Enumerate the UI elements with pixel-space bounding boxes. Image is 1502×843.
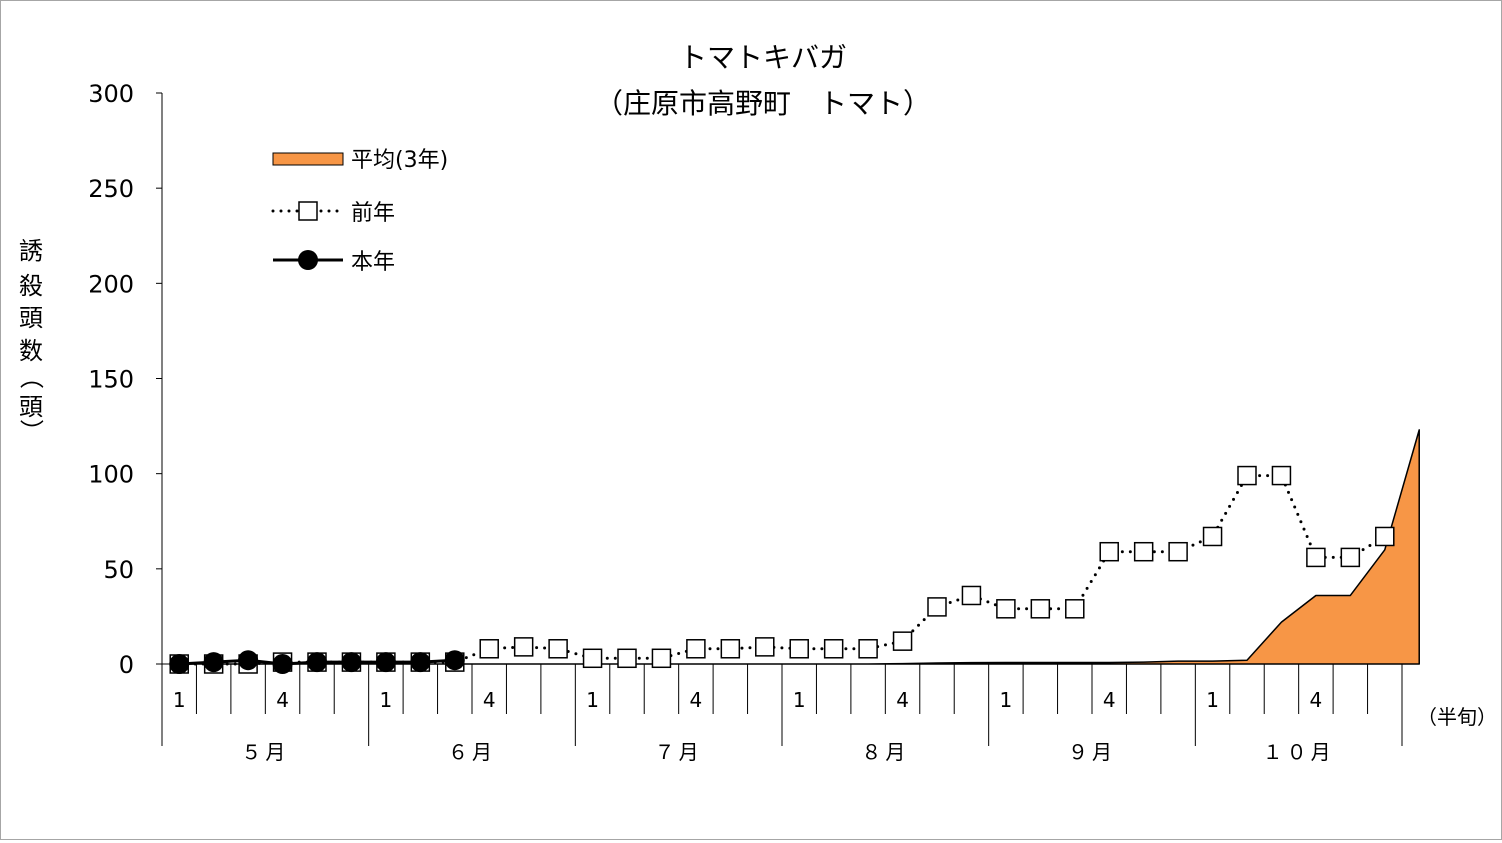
previous-year-point — [651, 648, 672, 669]
previous-year-point — [1168, 541, 1188, 562]
previous-year-point — [927, 597, 947, 617]
pentad-label: 1 — [586, 688, 599, 712]
y-axis-label-char: 頭 — [19, 304, 43, 332]
pentad-label: 4 — [690, 688, 703, 712]
series-average-area — [178, 429, 1420, 665]
previous-year-point — [858, 639, 878, 659]
chart-title-group: トマトキバガ （庄原市高野町 トマト） — [595, 41, 931, 120]
pentad-label: 1 — [1000, 688, 1013, 712]
current-year-point — [203, 652, 224, 673]
month-label: ５月 — [241, 740, 289, 764]
pentad-label: 1 — [173, 688, 186, 712]
previous-year-point — [1237, 465, 1257, 486]
previous-year-point — [617, 648, 637, 669]
previous-year-point — [1271, 465, 1292, 486]
y-axis-label-char: 誘 — [19, 237, 43, 265]
y-tick-label: 150 — [88, 366, 134, 394]
chart-subtitle: （庄原市高野町 トマト） — [595, 87, 931, 120]
y-axis-label-char: 数 — [19, 337, 43, 365]
legend-label: 前年 — [351, 201, 395, 226]
pentad-label: 4 — [276, 688, 289, 712]
current-year-point — [307, 652, 327, 673]
month-label: １０月 — [1263, 740, 1335, 764]
legend-label: 本年 — [351, 250, 395, 275]
y-axis-label-char: 頭 — [19, 393, 43, 421]
previous-year-point — [1133, 541, 1154, 562]
pentad-label: 4 — [1310, 688, 1323, 712]
previous-year-point — [720, 639, 741, 659]
previous-year-point — [789, 639, 809, 659]
previous-year-point — [892, 631, 913, 651]
y-axis-label-char: ） — [17, 419, 45, 443]
previous-year-point — [479, 639, 499, 659]
x-unit-label: （半旬） — [1417, 705, 1497, 729]
previous-year-point — [548, 639, 568, 659]
y-tick-label: 50 — [103, 556, 134, 584]
month-label: ９月 — [1068, 740, 1116, 764]
month-label: ８月 — [861, 740, 909, 764]
chart-title: トマトキバガ — [679, 41, 847, 74]
pentad-label: 4 — [896, 688, 909, 712]
series-previous-year-line — [177, 474, 1387, 666]
current-year-point — [238, 650, 259, 671]
y-tick-label: 250 — [88, 175, 134, 203]
month-label: ６月 — [448, 740, 496, 764]
month-label: ７月 — [655, 740, 703, 764]
previous-year-point — [513, 637, 534, 657]
legend-previous-year-marker — [298, 201, 318, 221]
pentad-label: 4 — [1103, 688, 1116, 712]
previous-year-point — [1340, 547, 1361, 568]
legend-average-swatch — [272, 152, 344, 166]
pentad-label: 4 — [483, 688, 496, 712]
plot-area — [169, 429, 1420, 674]
previous-year-point — [961, 585, 982, 606]
y-tick-label: 100 — [88, 461, 134, 489]
previous-year-point — [1099, 541, 1119, 562]
legend-label: 平均(3年) — [351, 148, 448, 173]
y-axis-label-char: （ — [17, 365, 45, 389]
current-year-point — [169, 654, 190, 674]
y-axis-label-char: 殺 — [19, 272, 43, 300]
previous-year-point — [1375, 526, 1395, 547]
previous-year-point — [1030, 599, 1051, 619]
current-year-point — [410, 652, 431, 673]
previous-year-point — [582, 648, 603, 669]
current-year-point — [375, 652, 396, 673]
current-year-point — [272, 654, 293, 674]
pentad-label: 1 — [1206, 688, 1219, 712]
current-year-point — [341, 652, 362, 673]
previous-year-point — [996, 599, 1016, 619]
pentad-label: 1 — [793, 688, 806, 712]
previous-year-point — [1306, 547, 1326, 568]
pentad-label: 1 — [380, 688, 393, 712]
y-tick-label: 200 — [88, 270, 134, 298]
y-axis: 0 50 100 150 200 250 300 — [88, 80, 163, 679]
y-tick-label: 300 — [88, 80, 134, 108]
y-tick-label: 0 — [119, 651, 134, 679]
previous-year-point — [755, 637, 775, 657]
x-axis: 1 4 1 4 1 4 1 4 1 4 1 4 ５月 ６月 ７月 ８月 ９月 １０月 （半旬） — [161, 663, 1497, 764]
previous-year-point — [823, 639, 844, 659]
previous-year-point — [1202, 526, 1223, 547]
current-year-point — [444, 650, 465, 671]
legend-current-year-marker — [298, 250, 318, 270]
previous-year-point — [686, 639, 706, 659]
previous-year-point — [1065, 599, 1085, 619]
